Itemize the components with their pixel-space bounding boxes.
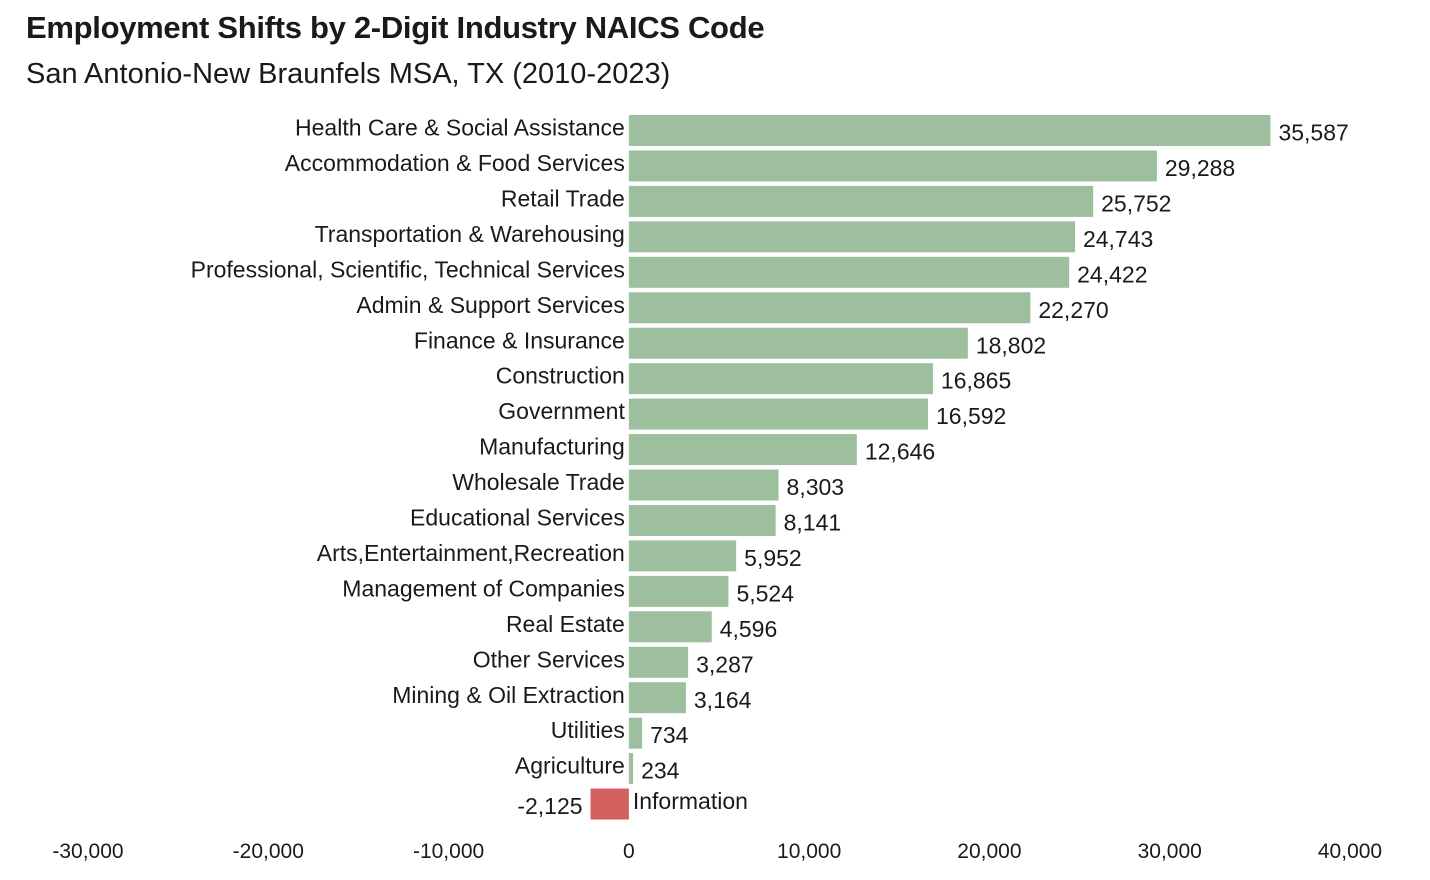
- category-label: Educational Services: [410, 505, 625, 531]
- value-label: 16,592: [936, 403, 1006, 429]
- category-label: Accommodation & Food Services: [285, 150, 625, 176]
- bar-2: [628, 185, 1094, 217]
- value-label: -2,125: [517, 793, 582, 819]
- bar-11: [628, 504, 776, 536]
- value-label: 29,288: [1165, 155, 1235, 181]
- category-label: Other Services: [473, 646, 625, 672]
- value-label: 5,952: [744, 545, 802, 571]
- bar-6: [628, 327, 968, 359]
- bar-5: [628, 292, 1031, 324]
- category-label: Information: [633, 788, 748, 814]
- x-tick-label: 40,000: [1318, 840, 1382, 863]
- category-label: Transportation & Warehousing: [315, 221, 625, 247]
- value-label: 234: [641, 758, 680, 784]
- category-label: Construction: [496, 363, 625, 389]
- value-label: 12,646: [865, 439, 935, 465]
- category-label: Mining & Oil Extraction: [392, 682, 625, 708]
- value-label: 22,270: [1038, 297, 1108, 323]
- category-label: Wholesale Trade: [452, 469, 625, 495]
- x-tick-label: 10,000: [777, 840, 841, 863]
- category-label: Professional, Scientific, Technical Serv…: [191, 256, 625, 282]
- value-label: 18,802: [976, 332, 1046, 358]
- value-label: 5,524: [736, 580, 794, 606]
- chart-subtitle: San Antonio-New Braunfels MSA, TX (2010-…: [26, 58, 671, 90]
- category-label: Management of Companies: [342, 575, 625, 601]
- category-label: Health Care & Social Assistance: [295, 115, 625, 141]
- x-tick-label: -30,000: [52, 840, 123, 863]
- x-tick-label: -20,000: [233, 840, 304, 863]
- x-tick-label: -10,000: [413, 840, 484, 863]
- bar-13: [628, 575, 729, 607]
- bar-19: [590, 788, 629, 820]
- bar-17: [628, 717, 643, 749]
- x-axis: -30,000 -20,000 -10,000 0 10,000 20,000 30,000…: [52, 840, 1382, 863]
- bar-12: [628, 540, 737, 572]
- x-tick-label: 20,000: [957, 840, 1021, 863]
- category-label: Manufacturing: [479, 434, 625, 460]
- value-label: 25,752: [1101, 190, 1171, 216]
- bar-9: [628, 434, 857, 466]
- category-label: Government: [498, 398, 625, 424]
- bar-1: [628, 150, 1157, 182]
- labels-layer: Health Care & Social Assistance 35,587 Acc…: [191, 115, 1349, 820]
- value-label: 8,303: [787, 474, 845, 500]
- value-label: 3,287: [696, 651, 754, 677]
- value-label: 8,141: [784, 510, 842, 536]
- category-label: Arts,Entertainment,Recreation: [317, 540, 625, 566]
- value-label: 16,865: [941, 368, 1011, 394]
- category-label: Retail Trade: [501, 185, 625, 211]
- category-label: Admin & Support Services: [356, 292, 624, 318]
- category-label: Finance & Insurance: [414, 327, 625, 353]
- value-label: 24,743: [1083, 226, 1153, 252]
- bar-4: [628, 256, 1070, 288]
- value-label: 734: [650, 722, 689, 748]
- bar-15: [628, 646, 689, 678]
- bar-0: [628, 115, 1271, 146]
- chart-title: Employment Shifts by 2-Digit Industry NA…: [26, 10, 765, 45]
- bar-8: [628, 398, 928, 430]
- bar-7: [628, 363, 933, 395]
- value-label: 24,422: [1077, 261, 1147, 287]
- bar-14: [628, 611, 712, 643]
- bar-16: [628, 682, 686, 714]
- category-label: Real Estate: [506, 611, 625, 637]
- category-label: Agriculture: [515, 753, 625, 779]
- bar-3: [628, 221, 1075, 253]
- value-label: 4,596: [720, 616, 778, 642]
- category-label: Utilities: [551, 717, 625, 743]
- x-tick-label: 30,000: [1138, 840, 1202, 863]
- bar-18: [628, 753, 634, 785]
- x-tick-label: 0: [623, 840, 635, 863]
- value-label: 3,164: [694, 687, 752, 713]
- bars-layer: [590, 115, 1271, 820]
- bar-10: [628, 469, 779, 501]
- value-label: 35,587: [1278, 120, 1348, 146]
